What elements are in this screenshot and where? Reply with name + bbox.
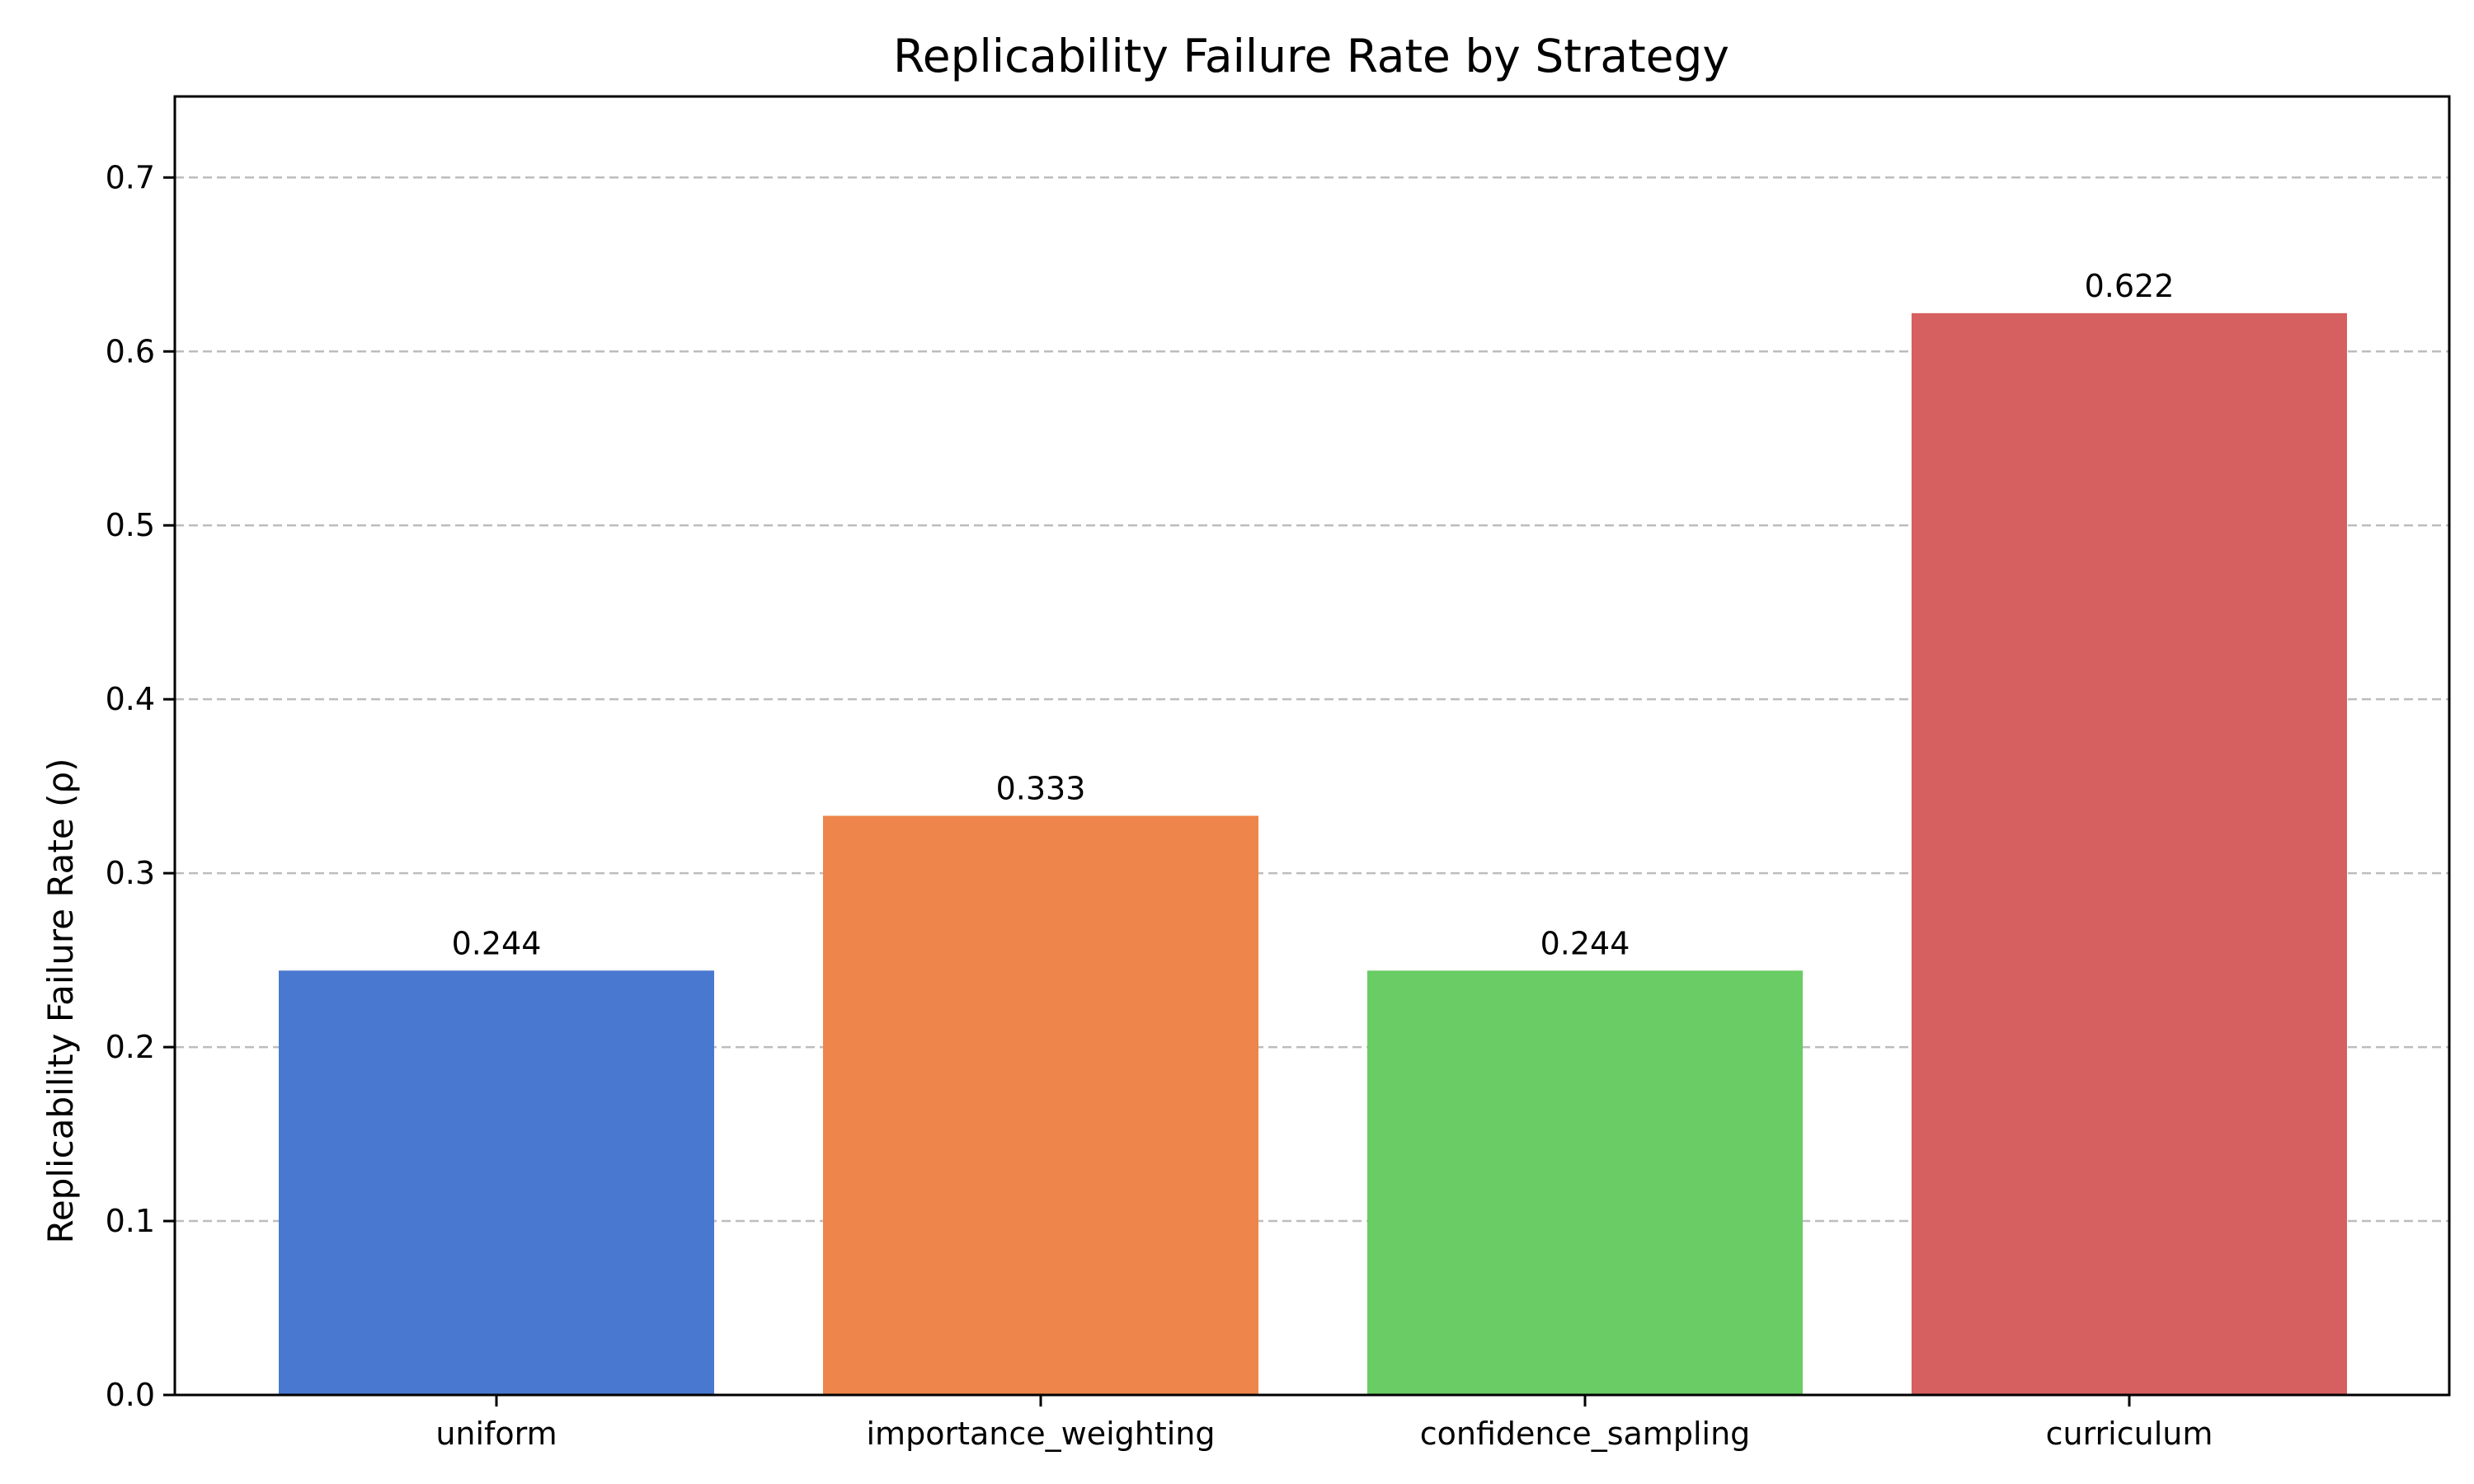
x-tick-label: curriculum xyxy=(2046,1416,2213,1452)
data-label: 0.244 xyxy=(452,925,542,961)
data-label: 0.244 xyxy=(1540,925,1630,961)
x-tick-label: importance_weighting xyxy=(867,1416,1216,1452)
x-axis-ticks: uniform importance_weighting confidence_sa… xyxy=(435,1395,2213,1452)
x-tick-label: uniform xyxy=(435,1416,557,1452)
plot-area-frame xyxy=(173,95,2451,1397)
y-tick-label: 0.2 xyxy=(106,1029,155,1065)
bar-importance-weighting xyxy=(823,815,1258,1395)
data-label: 0.333 xyxy=(996,771,1086,807)
y-tick-label: 0.3 xyxy=(106,855,155,891)
x-tick-label: confidence_sampling xyxy=(1420,1416,1751,1452)
bar-uniform xyxy=(279,970,714,1395)
bars xyxy=(279,312,2347,1396)
bar-curriculum xyxy=(1912,312,2347,1396)
y-tick-label: 0.4 xyxy=(106,681,155,717)
y-tick-label: 0.1 xyxy=(106,1203,155,1239)
y-tick-label: 0.5 xyxy=(106,507,155,543)
data-label: 0.622 xyxy=(2085,268,2175,304)
chart-title: Replicability Failure Rate by Strategy xyxy=(893,30,1729,82)
y-tick-label: 0.0 xyxy=(106,1377,155,1413)
y-tick-label: 0.7 xyxy=(106,159,155,195)
bar-confidence-sampling xyxy=(1367,970,1803,1395)
data-labels: 0.244 0.333 0.244 0.622 xyxy=(452,268,2175,961)
y-axis-label: Replicability Failure Rate (ρ) xyxy=(40,758,81,1244)
y-tick-label: 0.6 xyxy=(106,333,155,369)
y-axis-ticks: 0.0 0.1 0.2 0.3 0.4 0.5 0.6 0.7 xyxy=(106,159,175,1413)
